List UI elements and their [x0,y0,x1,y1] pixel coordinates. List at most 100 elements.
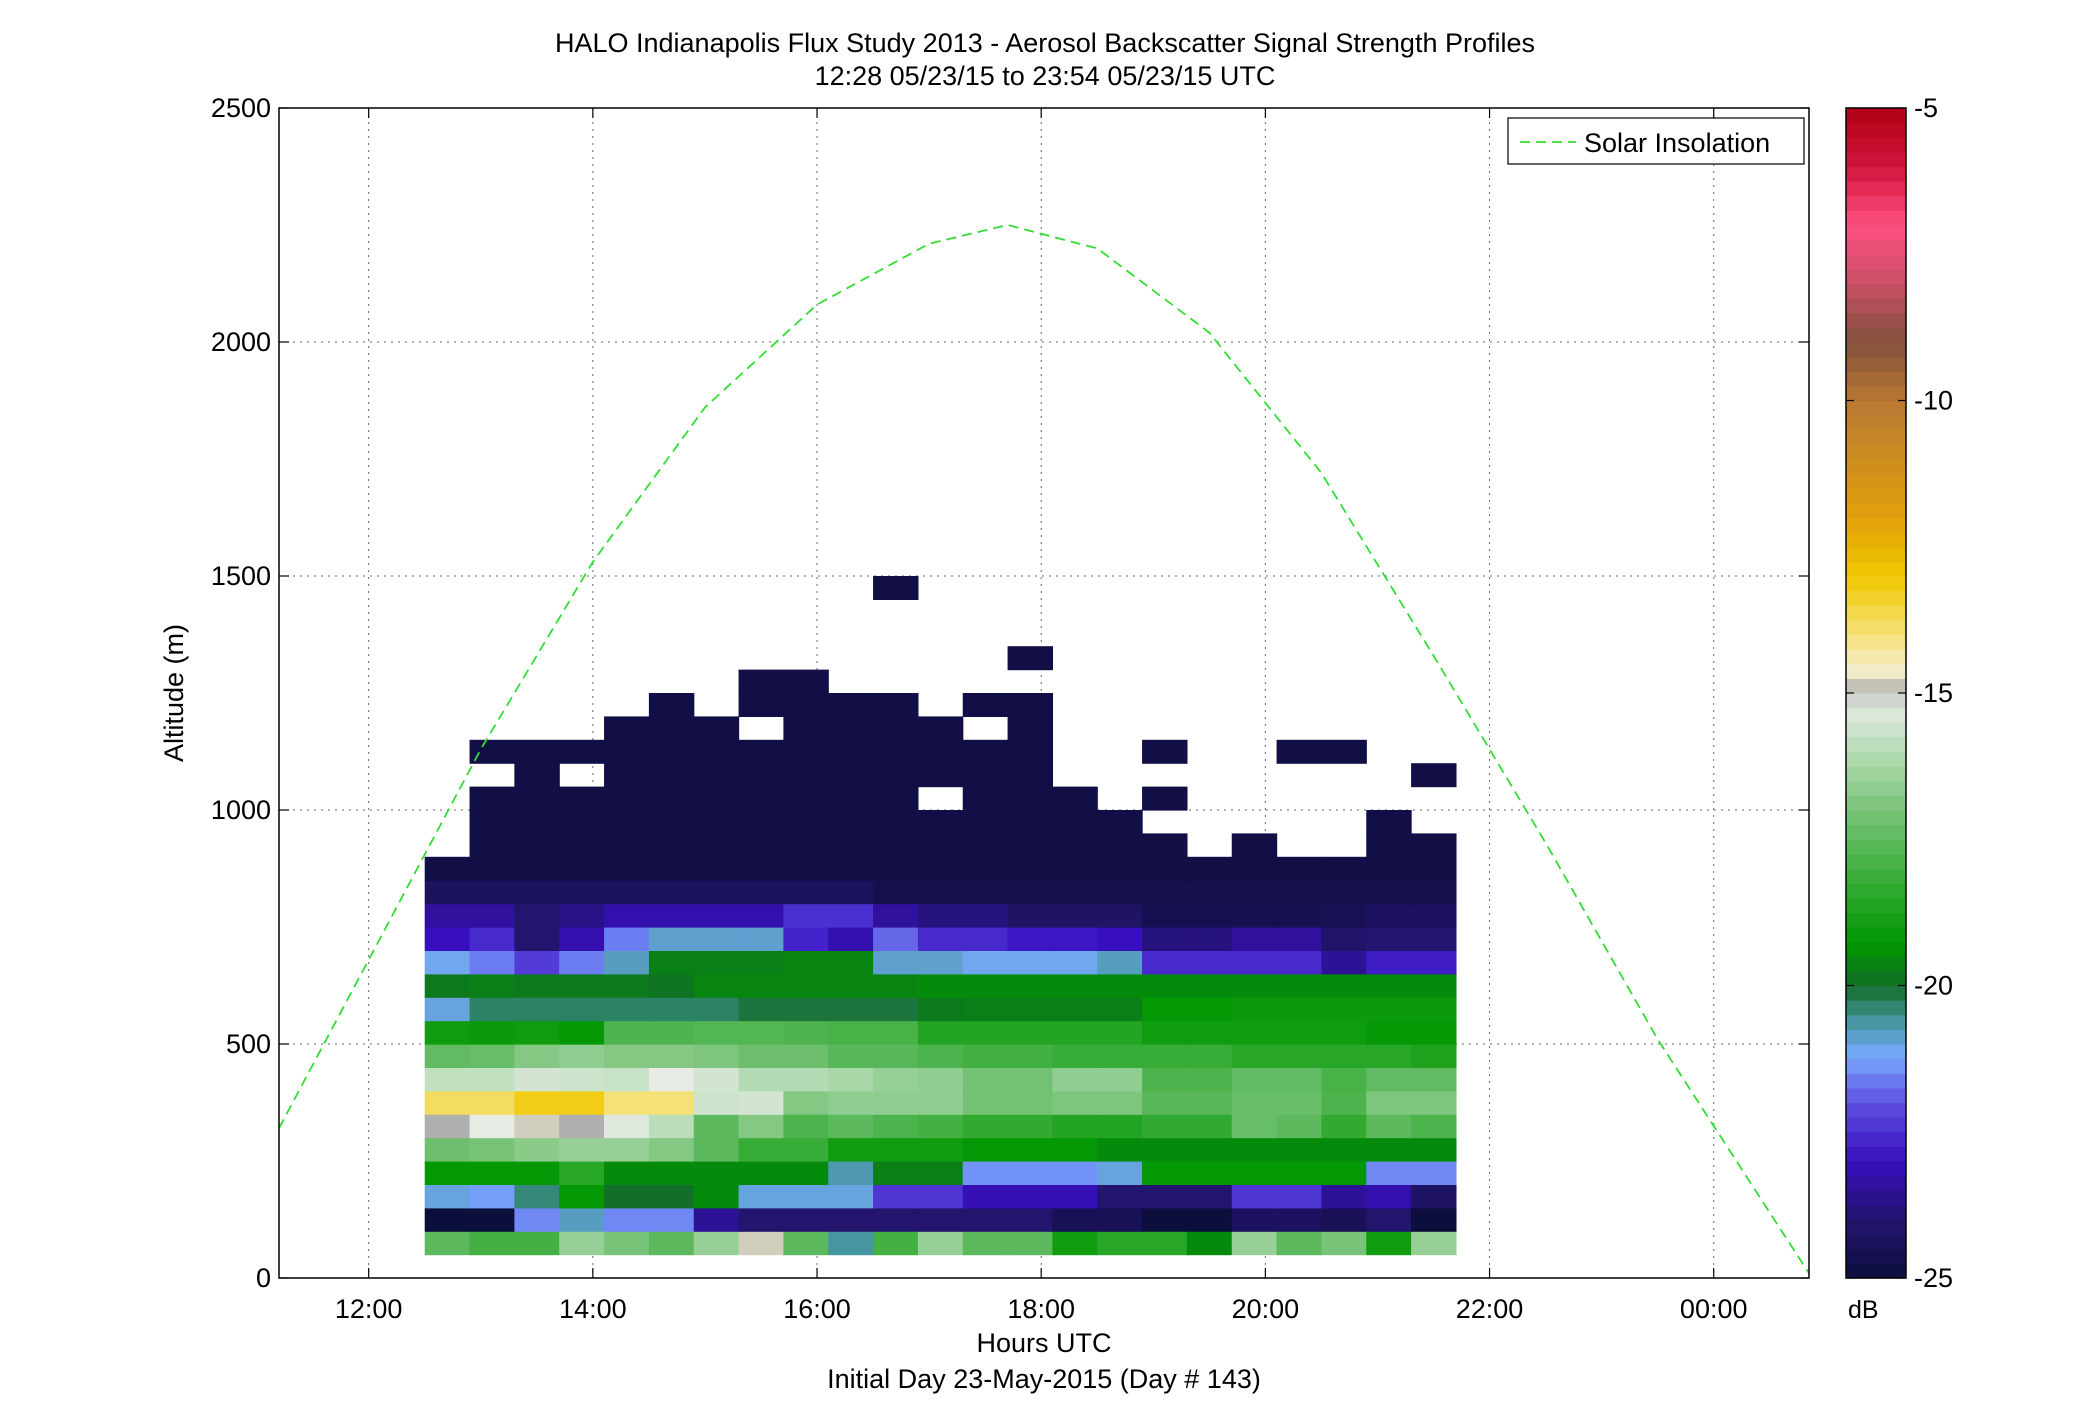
heatmap-cell [1321,856,1367,881]
heatmap-cell [1276,1067,1323,1092]
heatmap-cell [469,880,515,905]
heatmap-cell [873,833,919,858]
heatmap-cell [962,880,1009,905]
heatmap-cell [738,739,784,764]
legend-label: Solar Insolation [1584,128,1770,158]
heatmap-cell [1007,763,1054,788]
heatmap-cell [1366,950,1412,975]
heatmap-cell [604,1044,650,1068]
heatmap-cell [559,1184,605,1209]
heatmap-cell [1276,1090,1323,1115]
heatmap-cell [828,903,874,928]
heatmap-cell [1366,903,1412,928]
heatmap-cell [693,1044,740,1068]
heatmap-cell [1231,1231,1278,1256]
heatmap-cell [469,810,515,834]
colorbar-segment [1846,327,1906,343]
heatmap-cell [1321,1114,1367,1139]
heatmap-cell [873,1184,919,1209]
heatmap-cell [962,973,1009,998]
heatmap-cell [1097,810,1143,834]
y-tick-label: 2500 [211,93,271,123]
colorbar-segment [1846,985,1906,1001]
heatmap-cell [828,763,874,788]
heatmap-cell [1411,997,1457,1022]
heatmap-cell [783,669,829,694]
heatmap-cell [828,927,874,951]
heatmap-cell [514,973,560,998]
heatmap-cell [514,880,560,905]
heatmap-cell [604,810,650,834]
heatmap-cell [424,903,471,928]
colorbar-segment [1846,722,1906,738]
colorbar-tick-label: -10 [1914,386,1953,416]
y-axis-label: Altitude (m) [159,624,189,762]
heatmap-cell [1186,1161,1233,1185]
heatmap-cell [1052,1090,1098,1115]
heatmap-cell [559,810,605,834]
heatmap-cell [514,1184,560,1209]
axis-ticks: 12:00 14:00 16:00 18:00 20:00 22:00 00:00 0 500 1… [211,93,1809,1324]
heatmap-cell [1366,810,1412,834]
heatmap-cell [873,810,919,834]
heatmap-cell [648,927,695,951]
heatmap-cell [604,1207,650,1232]
heatmap-cell [1186,927,1233,951]
heatmap-cell [828,693,874,717]
heatmap-cell [962,903,1009,928]
heatmap-cell [1007,646,1054,671]
heatmap-cell [469,786,515,811]
heatmap-cell [424,1184,471,1209]
heatmap-cell [469,927,515,951]
heatmap-cell [1052,1114,1098,1139]
heatmap-cell [604,997,650,1022]
heatmap-cell [1097,856,1143,881]
colorbar-segment [1846,1263,1906,1279]
heatmap-cell [1411,950,1457,975]
heatmap-cell [962,997,1009,1022]
heatmap-cell [1007,1137,1054,1162]
colorbar-segment [1846,356,1906,372]
colorbar-segment [1846,342,1906,358]
colorbar-segment [1846,546,1906,562]
heatmap-cell [424,1020,471,1045]
heatmap-cell [559,1231,605,1256]
heatmap-cell [873,739,919,764]
heatmap-cell [1052,1137,1098,1162]
x-tick-label: 14:00 [559,1294,627,1324]
heatmap-cell [828,1137,874,1162]
colorbar-segment [1846,619,1906,636]
colorbar-segment [1846,400,1906,416]
heatmap-cell [738,1161,784,1185]
heatmap-cell [738,1137,784,1162]
y-tick-label: 0 [256,1263,271,1293]
colorbar-segment [1846,312,1906,328]
heatmap-cell [559,1161,605,1185]
heatmap-cell [1321,1044,1367,1068]
colorbar-segment [1846,1219,1906,1235]
colorbar-segment [1846,429,1906,445]
heatmap-cell [828,1114,874,1139]
heatmap-cell [873,716,919,741]
heatmap-cell [1276,997,1323,1022]
colorbar-segment [1846,766,1906,782]
heatmap-cell [873,1137,919,1162]
heatmap-cell [1142,903,1188,928]
heatmap-cell [1366,927,1412,951]
heatmap-cell [962,1044,1009,1068]
heatmap-cell [828,1090,874,1115]
heatmap-cell [1231,1044,1278,1068]
heatmap-cell [828,739,874,764]
heatmap-cell [1142,739,1188,764]
heatmap-cell [873,1044,919,1068]
heatmap-cell [693,763,740,788]
heatmap-cell [1276,1114,1323,1139]
colorbar-segment [1846,371,1906,387]
heatmap-cell [1142,880,1188,905]
heatmap-cell [917,739,964,764]
heatmap-cell [1276,1161,1323,1185]
heatmap-cell [1007,786,1054,811]
colorbar-segment [1846,268,1906,285]
heatmap-cell [1052,997,1098,1022]
heatmap-cell [962,1090,1009,1115]
